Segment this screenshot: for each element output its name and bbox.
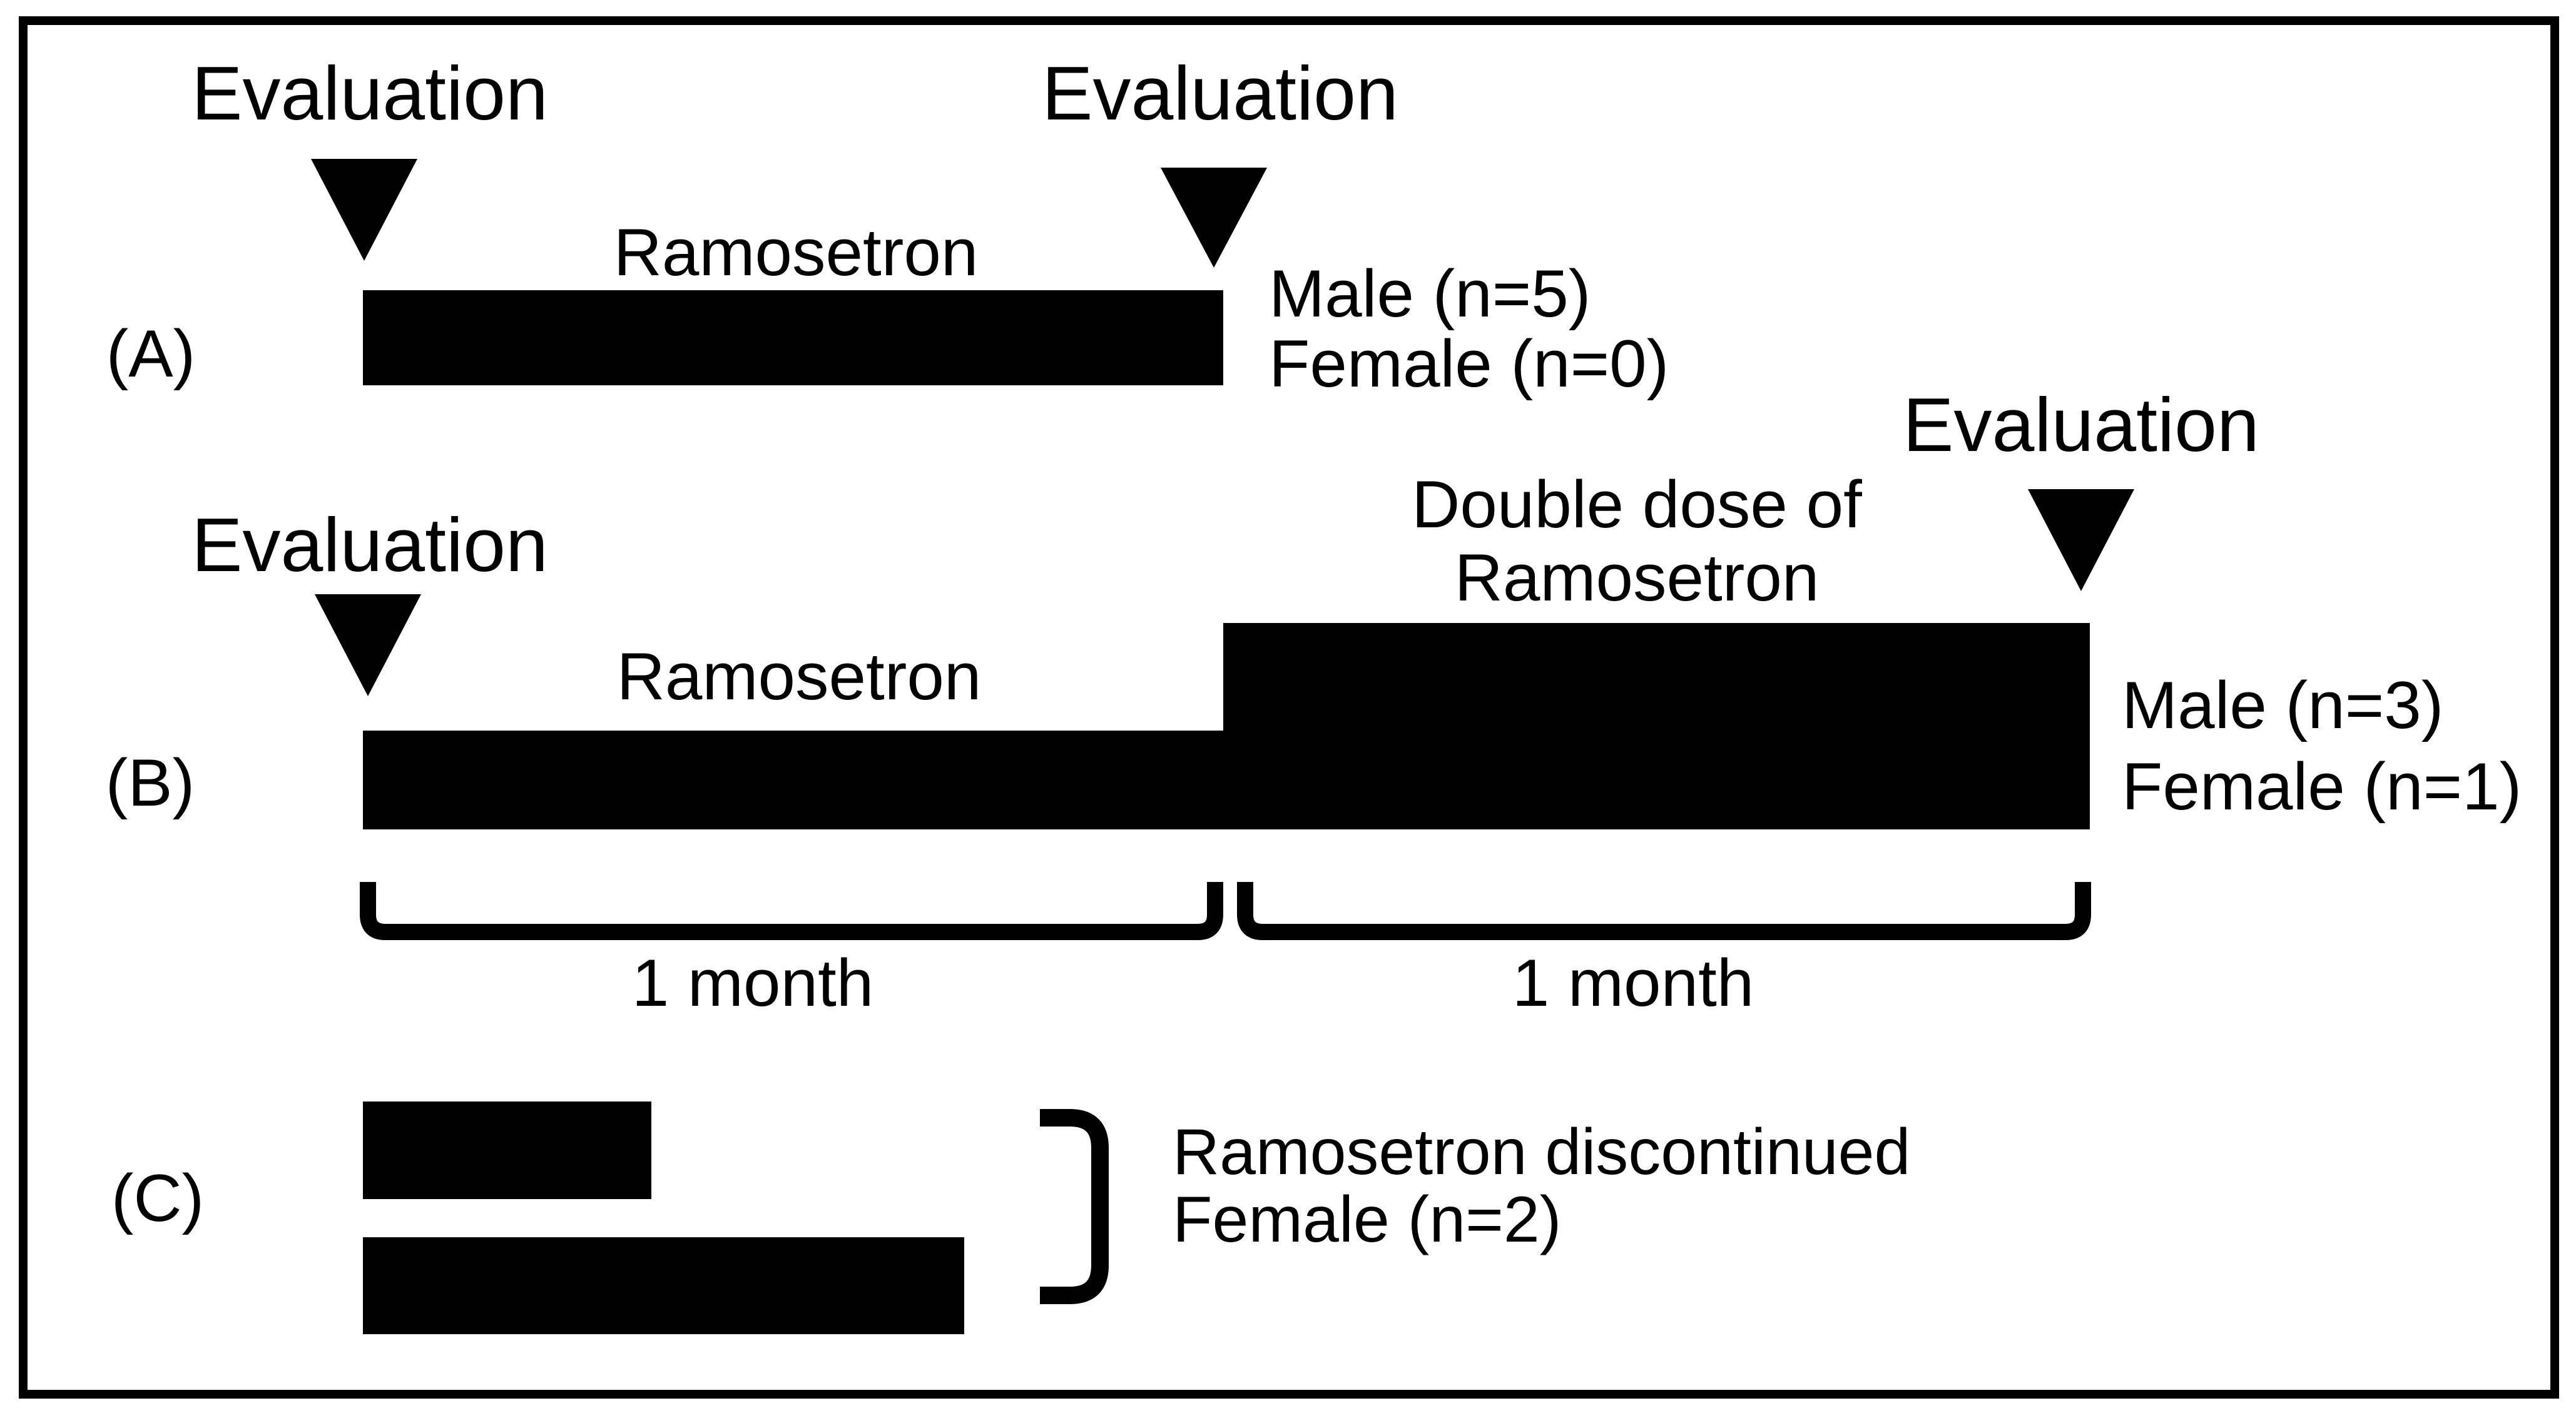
- panel-a-eval-start-triangle-down-icon: [311, 159, 417, 261]
- panel-b-female-count: Female (n=1): [2122, 749, 2522, 824]
- panel-a-treatment-bar: [363, 290, 1223, 385]
- panel-a-eval-start-label: Evaluation: [191, 51, 548, 136]
- panel-c-group-bracket: [1040, 1109, 1109, 1304]
- panel-a-eval-end-triangle-down-icon: [1161, 168, 1267, 268]
- panel-b-eval-end-triangle-down-icon: [2028, 489, 2134, 591]
- panel-c-short-bar: [363, 1102, 651, 1199]
- panel-b-drug-label: Ramosetron: [616, 639, 982, 714]
- panel-c-note: Ramosetron discontinued Female (n=2): [1173, 1118, 1910, 1253]
- panel-b-male-count: Male (n=3): [2122, 667, 2444, 742]
- panel-b-duration-second-bracket: [1237, 882, 2091, 940]
- panel-a-eval-end-label: Evaluation: [1042, 51, 1398, 136]
- panel-b-eval-end-label: Evaluation: [1903, 382, 2259, 467]
- panel-b-double-dose-line1: Double dose of: [1412, 467, 1862, 542]
- panel-b-label: (B): [105, 745, 195, 820]
- panel-b-standard-dose-bar: [363, 731, 1223, 829]
- panel-b-eval-start-label: Evaluation: [191, 502, 548, 587]
- panel-a-cohort: Male (n=5) Female (n=0): [1269, 258, 1669, 398]
- panel-b-double-dose-line2: Ramosetron: [1454, 540, 1820, 615]
- panel-b-duration-second-label: 1 month: [1512, 945, 1754, 1020]
- figure-border: [19, 16, 2559, 1399]
- panel-a-label: (A): [106, 316, 196, 391]
- panel-c-note-line1: Ramosetron discontinued: [1173, 1116, 1911, 1188]
- panel-c-note-line2: Female (n=2): [1173, 1183, 1562, 1256]
- panel-c-label: (C): [111, 1160, 205, 1235]
- panel-a-drug-label: Ramosetron: [613, 215, 979, 290]
- panel-b-cohort: Male (n=3) Female (n=1): [2122, 664, 2522, 827]
- panel-c-long-bar: [363, 1237, 964, 1334]
- panel-b-double-dose-label: Double dose of Ramosetron: [1412, 468, 1862, 614]
- panel-b-duration-first-bracket: [360, 882, 1223, 940]
- panel-b-eval-start-triangle-down-icon: [315, 594, 421, 696]
- panel-b-double-dose-bar: [1223, 623, 2090, 829]
- panel-a-male-count: Male (n=5): [1269, 256, 1591, 331]
- panel-a-female-count: Female (n=0): [1269, 326, 1669, 401]
- panel-b-duration-first-label: 1 month: [631, 945, 874, 1020]
